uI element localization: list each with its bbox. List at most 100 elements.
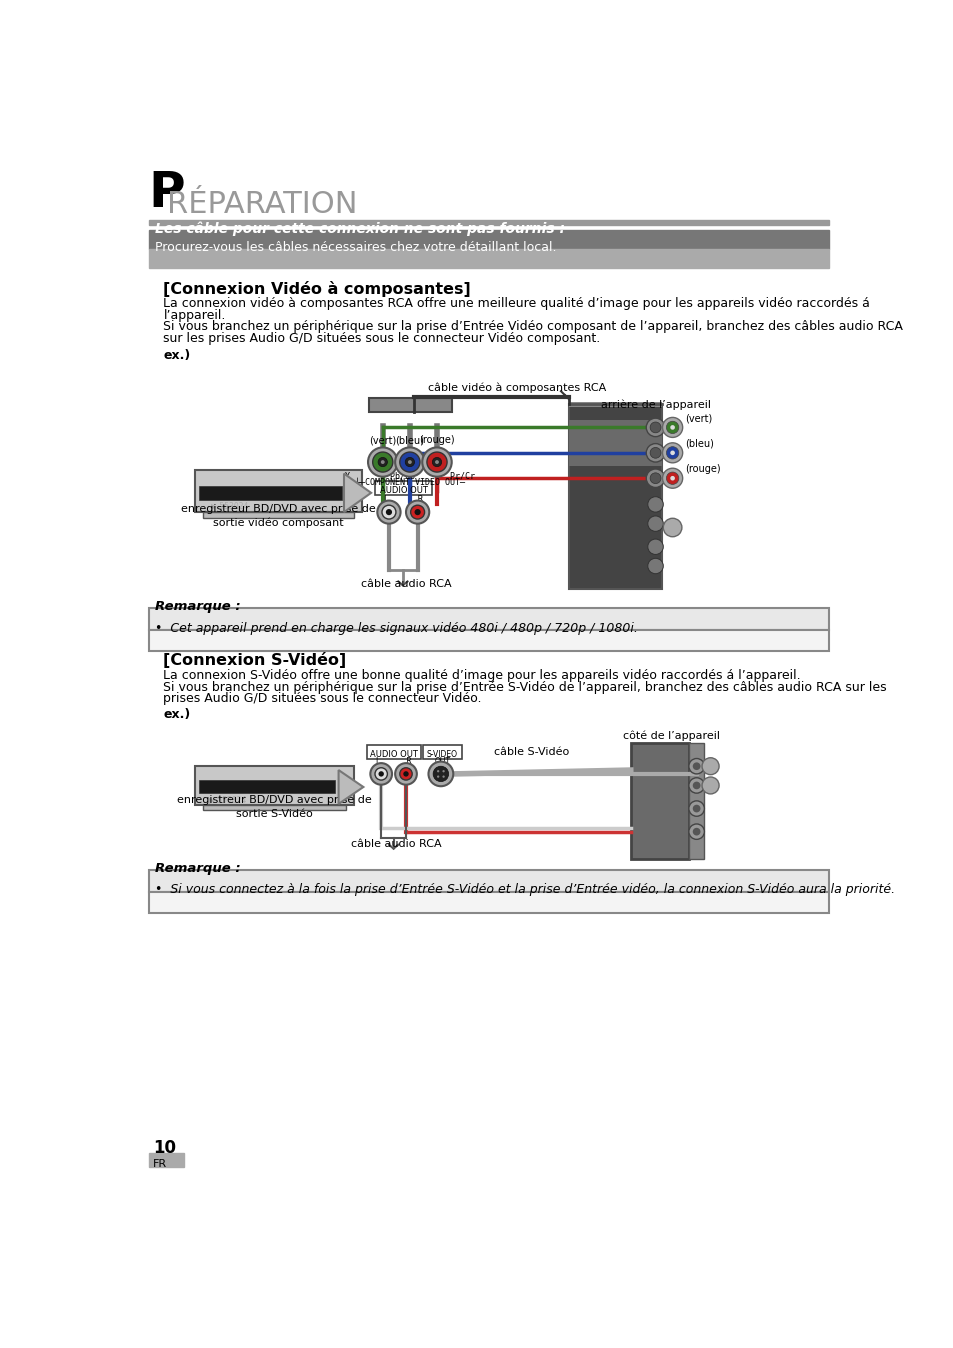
Text: prises Audio G/D situées sous le connecteur Vidéo.: prises Audio G/D situées sous le connect… bbox=[163, 693, 481, 705]
Text: (rouge): (rouge) bbox=[684, 464, 720, 474]
Circle shape bbox=[666, 446, 679, 458]
Circle shape bbox=[670, 476, 674, 480]
Text: AUDIO OUT: AUDIO OUT bbox=[370, 749, 417, 759]
Text: Procurez-vous les câbles nécessaires chez votre détaillant local.: Procurez-vous les câbles nécessaires che… bbox=[154, 241, 556, 255]
Circle shape bbox=[395, 763, 416, 785]
Text: 10: 10 bbox=[153, 1139, 176, 1157]
Text: •  Cet appareil prend en charge les signaux vidéo 480i / 480p / 720p / 1080i.: • Cet appareil prend en charge les signa… bbox=[154, 621, 638, 635]
Bar bbox=[199, 485, 342, 500]
Bar bbox=[422, 745, 461, 759]
Text: (rouge): (rouge) bbox=[418, 435, 455, 445]
Circle shape bbox=[688, 801, 703, 817]
Circle shape bbox=[415, 510, 420, 515]
Circle shape bbox=[692, 782, 700, 790]
Circle shape bbox=[670, 425, 674, 430]
Bar bbox=[195, 766, 354, 805]
Circle shape bbox=[647, 539, 662, 554]
Text: FR: FR bbox=[153, 1159, 168, 1169]
Circle shape bbox=[661, 442, 682, 462]
Circle shape bbox=[375, 768, 387, 780]
Bar bbox=[203, 805, 346, 810]
Circle shape bbox=[688, 778, 703, 793]
Text: └─COMPONENT VIDEO OUT─: └─COMPONENT VIDEO OUT─ bbox=[355, 479, 464, 488]
Bar bbox=[568, 404, 661, 589]
Text: câble audio RCA: câble audio RCA bbox=[351, 840, 441, 849]
Text: (bleu): (bleu) bbox=[395, 435, 424, 445]
Circle shape bbox=[661, 468, 682, 488]
Circle shape bbox=[692, 763, 700, 770]
Circle shape bbox=[385, 510, 392, 515]
Bar bbox=[149, 892, 828, 914]
Circle shape bbox=[647, 496, 662, 512]
Circle shape bbox=[395, 448, 424, 477]
Bar bbox=[149, 871, 828, 892]
Circle shape bbox=[381, 506, 395, 519]
Text: P: P bbox=[149, 170, 185, 217]
Text: Y        Pb/Cb       Pr/Cr: Y Pb/Cb Pr/Cr bbox=[345, 472, 475, 480]
Bar bbox=[149, 220, 828, 225]
Text: arrière de l’appareil: arrière de l’appareil bbox=[600, 399, 711, 410]
Bar bbox=[568, 419, 661, 466]
Circle shape bbox=[647, 516, 662, 531]
Text: AUDIO OUT: AUDIO OUT bbox=[379, 487, 427, 495]
Circle shape bbox=[433, 766, 448, 782]
Circle shape bbox=[368, 448, 397, 477]
Circle shape bbox=[403, 771, 408, 776]
Bar bbox=[203, 512, 354, 518]
Bar bbox=[367, 745, 421, 759]
Circle shape bbox=[666, 472, 679, 484]
Bar bbox=[149, 630, 828, 651]
Text: enregistreur BD/DVD avec prise de
sortie S-Vidéo: enregistreur BD/DVD avec prise de sortie… bbox=[176, 795, 372, 818]
Text: [Connexion Vidéo à composantes]: [Connexion Vidéo à composantes] bbox=[163, 280, 471, 297]
Text: ex.): ex.) bbox=[163, 708, 191, 721]
Circle shape bbox=[436, 775, 439, 778]
Text: L           R: L R bbox=[376, 758, 412, 766]
Circle shape bbox=[377, 457, 387, 466]
Polygon shape bbox=[338, 770, 363, 803]
Circle shape bbox=[649, 422, 660, 433]
Text: sur les prises Audio G/D situées sous le connecteur Vidéo composant.: sur les prises Audio G/D situées sous le… bbox=[163, 332, 600, 345]
Text: (bleu): (bleu) bbox=[684, 439, 713, 449]
Bar bbox=[375, 481, 431, 495]
Bar bbox=[369, 398, 452, 412]
Bar bbox=[688, 743, 703, 859]
Bar bbox=[568, 402, 661, 407]
Text: S-VIDEO: S-VIDEO bbox=[427, 749, 457, 759]
Circle shape bbox=[645, 418, 664, 437]
Circle shape bbox=[432, 457, 441, 466]
Circle shape bbox=[666, 421, 679, 434]
Circle shape bbox=[647, 558, 662, 574]
Bar bbox=[149, 608, 828, 630]
Text: L           R: L R bbox=[384, 495, 423, 504]
Text: Remarque :: Remarque : bbox=[154, 861, 240, 875]
Polygon shape bbox=[344, 473, 371, 512]
Text: câble vidéo à composantes RCA: câble vidéo à composantes RCA bbox=[427, 383, 605, 392]
Bar bbox=[195, 469, 361, 512]
Text: Les câble pour cette connexion ne sont pas fournis :: Les câble pour cette connexion ne sont p… bbox=[154, 222, 564, 236]
Circle shape bbox=[649, 473, 660, 484]
Text: câble S-Vidéo: câble S-Vidéo bbox=[493, 747, 568, 758]
Text: RÉPARATION: RÉPARATION bbox=[167, 190, 357, 218]
Circle shape bbox=[645, 443, 664, 462]
Text: (vert): (vert) bbox=[369, 435, 395, 445]
Text: La connexion S-Vidéo offre une bonne qualité d’image pour les appareils vidéo ra: La connexion S-Vidéo offre une bonne qua… bbox=[163, 669, 801, 682]
Bar bbox=[149, 229, 828, 249]
Text: enregistreur BD/DVD avec prise de
sortie vidéo composant: enregistreur BD/DVD avec prise de sortie… bbox=[180, 504, 375, 527]
Circle shape bbox=[399, 768, 412, 780]
Text: côté de l’appareil: côté de l’appareil bbox=[622, 731, 720, 741]
Circle shape bbox=[377, 500, 400, 523]
Circle shape bbox=[410, 506, 424, 519]
Text: Si vous branchez un périphérique sur la prise d’Entrée Vidéo composant de l’appa: Si vous branchez un périphérique sur la … bbox=[163, 321, 902, 333]
Text: OUT: OUT bbox=[434, 758, 450, 766]
Bar bbox=[149, 249, 828, 268]
Text: ex.): ex.) bbox=[163, 349, 191, 363]
Circle shape bbox=[373, 452, 393, 472]
Circle shape bbox=[442, 775, 444, 778]
Text: câble audio RCA: câble audio RCA bbox=[360, 580, 451, 589]
Circle shape bbox=[408, 460, 412, 464]
Circle shape bbox=[436, 770, 439, 772]
Circle shape bbox=[346, 489, 355, 499]
Text: (vert): (vert) bbox=[684, 414, 712, 423]
Bar bbox=[630, 743, 688, 859]
Circle shape bbox=[370, 763, 392, 785]
